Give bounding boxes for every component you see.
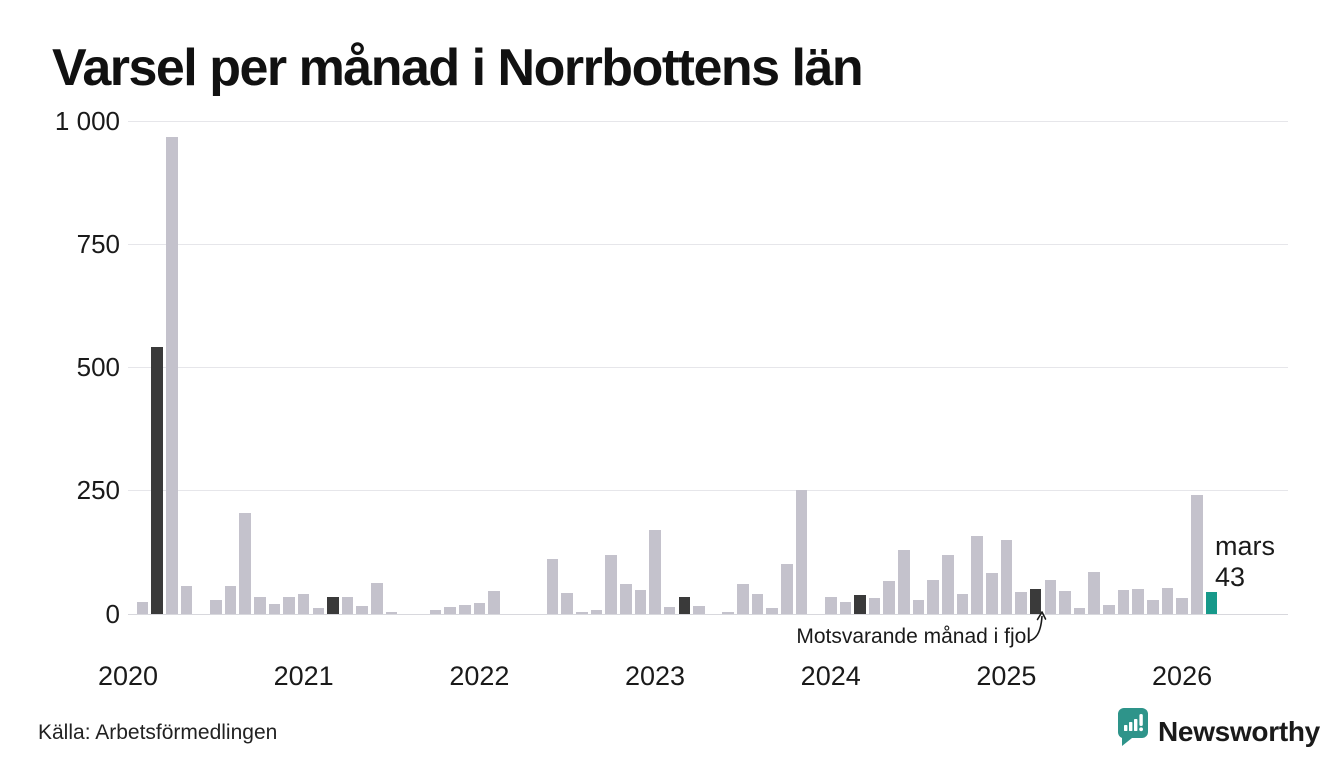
bar-2026-01 [1176, 598, 1188, 614]
chart-title: Varsel per månad i Norrbottens län [52, 39, 864, 97]
bar-2024-01 [824, 596, 837, 614]
bar-2020-08 [224, 586, 237, 614]
bar-2021-10 [429, 610, 442, 614]
bar-2025-09 [1117, 589, 1130, 614]
bar-2023-10 [781, 564, 793, 614]
bar-2022-08 [576, 611, 588, 614]
bar-2020-05 [180, 585, 193, 614]
bar-2024-11 [971, 536, 983, 614]
gridline [128, 367, 1288, 368]
bar-2025-05 [1059, 591, 1071, 614]
bar-2023-04 [693, 605, 705, 614]
bar-2020-04 [166, 137, 178, 614]
bar-2023-06 [722, 612, 735, 614]
bar-2020-02 [136, 601, 149, 614]
bar-highlight-2023-03 [678, 596, 691, 614]
bar-2021-07 [385, 612, 398, 614]
bar-2022-12 [634, 589, 647, 614]
bar-2024-07 [912, 599, 925, 614]
bar-2024-04 [868, 598, 881, 614]
gridline [128, 120, 1288, 122]
annotation-arrow-icon [1027, 611, 1047, 642]
bar-2024-10 [956, 594, 969, 614]
bar-2020-10 [253, 597, 266, 614]
bar-2025-04 [1044, 580, 1057, 614]
bar-2024-06 [898, 550, 910, 614]
bar-2023-09 [766, 607, 778, 614]
bar-2021-01 [297, 594, 310, 614]
bars-layer [0, 121, 1340, 614]
bar-2023-02 [663, 606, 676, 614]
x-tick-label-2026: 2026 [1152, 661, 1213, 691]
bar-2021-02 [312, 608, 325, 614]
bar-2022-11 [619, 584, 632, 614]
bar-2022-07 [561, 592, 573, 614]
bar-2023-07 [737, 583, 749, 614]
current-month-value: 43 [1215, 562, 1246, 592]
bar-highlight-2024-03 [854, 594, 866, 614]
previous-year-annotation: Motsvarande månad i fjol [796, 625, 1031, 648]
bar-2025-10 [1132, 589, 1144, 614]
bar-2021-12 [458, 605, 471, 614]
y-tick-label: 0 [105, 598, 120, 629]
x-tick-label-2020: 2020 [97, 661, 159, 691]
x-tick-label-2023: 2023 [624, 661, 686, 691]
bar-2022-06 [546, 558, 559, 614]
bar-2023-08 [751, 593, 764, 614]
bar-2026-02 [1190, 495, 1203, 614]
current-month-label: mars 43 [1215, 531, 1275, 593]
bar-2021-06 [371, 583, 383, 614]
bar-2023-01 [649, 529, 661, 614]
bar-2024-02 [839, 601, 852, 614]
y-tick-label: 250 [76, 475, 120, 506]
gridline [128, 243, 1288, 245]
y-tick-label: 500 [76, 352, 120, 382]
bar-2024-08 [927, 579, 939, 614]
newsworthy-logo-icon [1118, 708, 1148, 746]
bar-2024-09 [942, 554, 954, 614]
bar-2025-01 [1000, 539, 1013, 614]
bar-2020-07 [210, 600, 222, 614]
bar-2021-11 [444, 607, 456, 614]
bar-2025-11 [1147, 600, 1159, 614]
bar-2021-05 [356, 605, 369, 614]
bar-2025-08 [1103, 604, 1115, 614]
x-tick-label-2024: 2024 [800, 661, 861, 691]
bar-highlight-2021-03 [327, 597, 339, 614]
y-tick-label: 1 000 [54, 105, 120, 136]
bar-2025-02 [1015, 591, 1027, 614]
current-month-name: mars [1215, 531, 1275, 561]
bar-2025-07 [1088, 572, 1101, 614]
bar-2021-04 [341, 596, 354, 614]
bar-highlight-2025-03 [1029, 589, 1042, 614]
bar-current-2026-03 [1205, 592, 1218, 614]
x-tick-label-2021: 2021 [273, 661, 334, 691]
gridline [128, 490, 1288, 492]
bar-2024-05 [883, 580, 896, 614]
newsworthy-wordmark: Newsworthy [1158, 716, 1320, 747]
bar-2025-12 [1161, 587, 1174, 614]
bar-2020-09 [239, 512, 251, 614]
x-tick-label-2025: 2025 [976, 661, 1037, 691]
y-tick-label: 750 [76, 228, 120, 259]
bar-highlight-2020-03 [151, 347, 164, 614]
bar-2022-02 [488, 590, 500, 614]
bar-2020-11 [268, 604, 281, 614]
x-tick-label-2022: 2022 [449, 661, 510, 691]
newsworthy-logo: Newsworthy [1118, 708, 1320, 748]
bar-2023-11 [795, 490, 808, 614]
bar-2020-12 [283, 596, 295, 614]
bar-2022-09 [590, 610, 603, 614]
bar-2025-06 [1073, 608, 1086, 614]
bar-2022-01 [473, 602, 486, 614]
bar-2024-12 [985, 573, 998, 614]
source-label: Källa: Arbetsförmedlingen [38, 721, 278, 744]
bar-2022-10 [605, 554, 617, 614]
x-axis-line [128, 613, 1288, 615]
